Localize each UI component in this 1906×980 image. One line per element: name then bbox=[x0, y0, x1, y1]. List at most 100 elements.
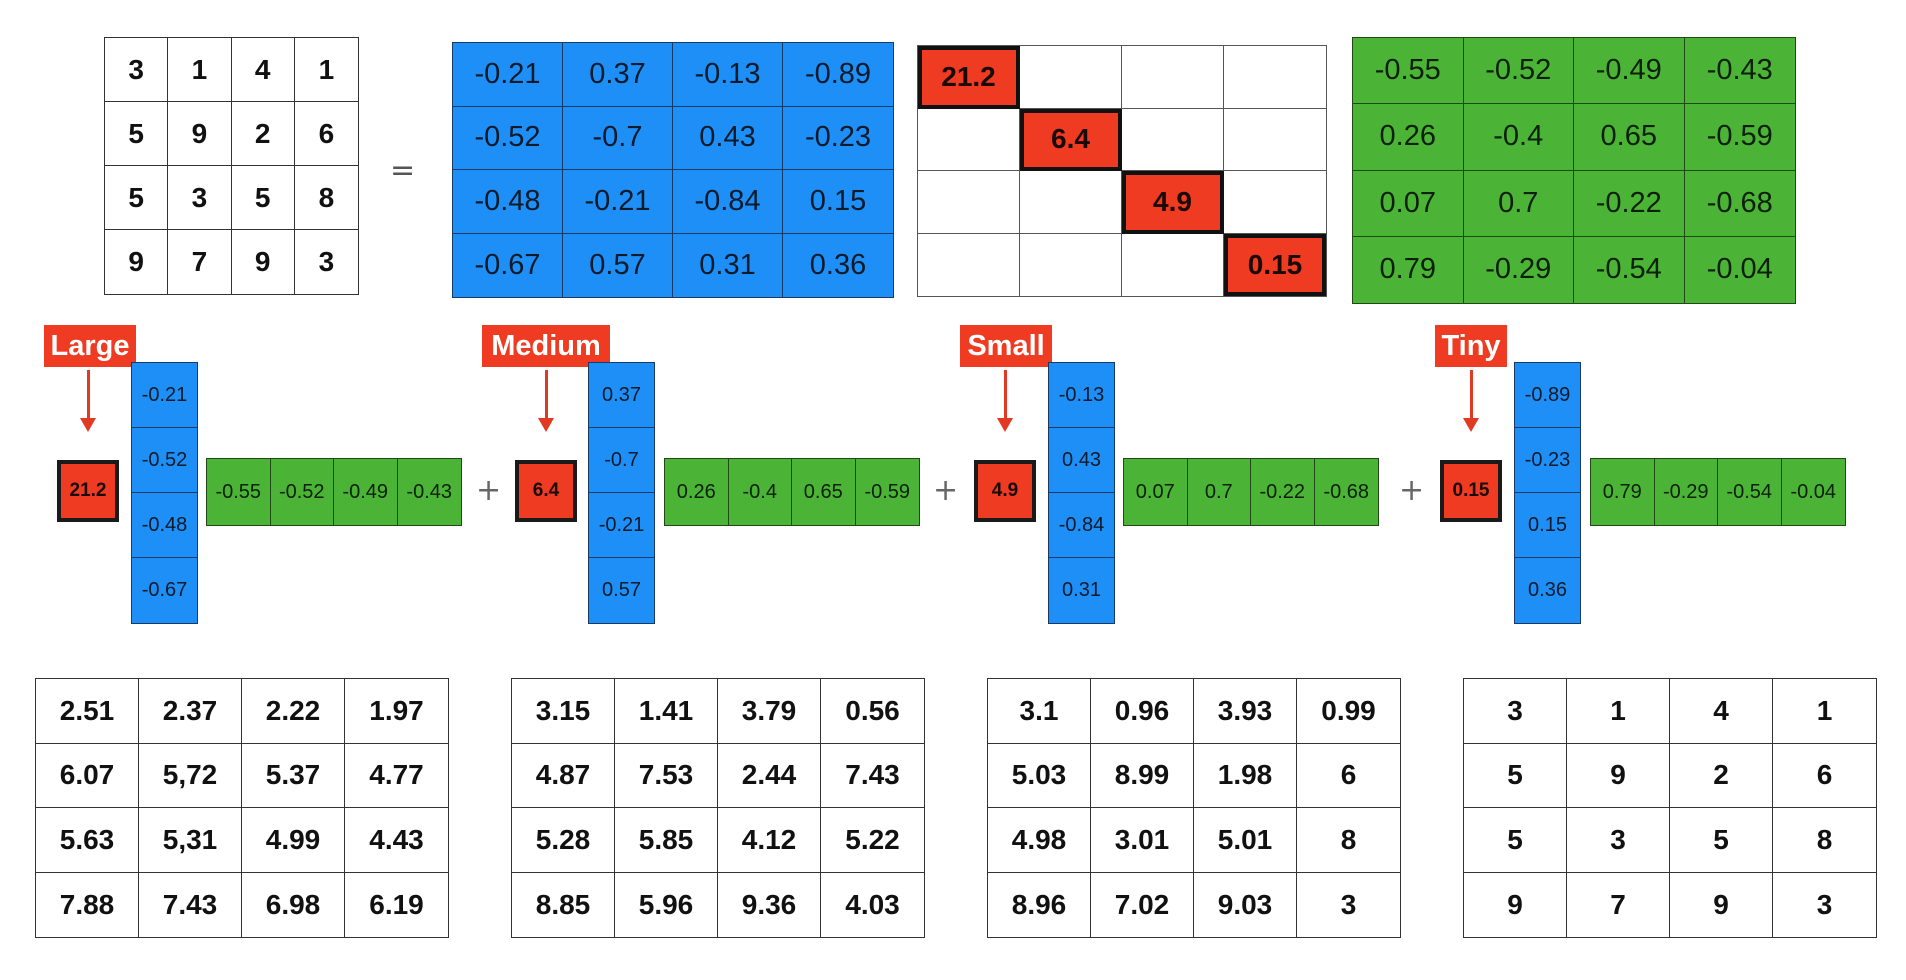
matrix-cell: 1.97 bbox=[345, 679, 448, 744]
matrix-cell: 7.43 bbox=[821, 744, 924, 808]
u-cell: -0.21 bbox=[453, 43, 563, 107]
u-cell: 0.31 bbox=[673, 233, 783, 297]
matrix-cell: 6.19 bbox=[369, 888, 424, 920]
u-cell: -0.23 bbox=[783, 107, 893, 170]
matrix-cell: 3 bbox=[1464, 679, 1567, 744]
v-vector-cell: -0.55 bbox=[207, 459, 271, 525]
matrix-cell: 7.02 bbox=[1091, 872, 1194, 937]
singular-value-cell: 21.2 bbox=[918, 46, 1020, 109]
arrow-down-icon bbox=[538, 418, 554, 432]
magnitude-label: Large bbox=[44, 325, 136, 367]
v-vector-cell: -0.68 bbox=[1323, 480, 1370, 503]
vt-cell: -0.55 bbox=[1353, 38, 1464, 105]
matrix-cell: 1 bbox=[168, 38, 232, 102]
matrix-cell: 7.43 bbox=[139, 872, 242, 937]
plus-sign: + bbox=[933, 473, 959, 508]
u-cell: -0.52 bbox=[453, 106, 563, 170]
u-cell: 0.43 bbox=[673, 106, 783, 170]
vt-cell: -0.22 bbox=[1574, 170, 1685, 237]
arrow-down-icon bbox=[997, 418, 1013, 432]
empty-cell bbox=[1224, 109, 1326, 171]
matrix-cell: 9.36 bbox=[718, 872, 821, 937]
arrow-line bbox=[1004, 370, 1007, 419]
u-vector-cell: 0.57 bbox=[602, 579, 641, 601]
empty-cell bbox=[1020, 171, 1122, 234]
matrix-cell: 8.99 bbox=[1091, 743, 1194, 808]
matrix-cell: 5,31 bbox=[139, 808, 242, 873]
matrix-cell: 9 bbox=[1670, 872, 1773, 937]
matrix-cell: 5,72 bbox=[139, 743, 242, 808]
matrix-cell: 6 bbox=[1773, 744, 1876, 808]
matrix-cell: 1.41 bbox=[615, 679, 718, 744]
v-vector-cell: 0.7 bbox=[1188, 459, 1251, 525]
matrix-cell: 2.44 bbox=[718, 743, 821, 808]
v-vector-cell: 0.26 bbox=[665, 459, 729, 525]
u-vector-cell: -0.48 bbox=[132, 493, 197, 558]
singular-value-box: 4.9 bbox=[974, 460, 1036, 522]
u-vector-cell: -0.21 bbox=[132, 363, 197, 428]
empty-cell bbox=[1020, 233, 1122, 296]
v-vector-cell: -0.54 bbox=[1718, 459, 1782, 525]
partial-sum-matrix: 3.1 0.96 3.93 0.99 5.03 8.99 1.98 6 4.98 3.01 5.01… bbox=[987, 678, 1401, 938]
empty-cell bbox=[1122, 233, 1224, 296]
matrix-cell: 5.22 bbox=[821, 808, 924, 873]
u-vector-cell: 0.43 bbox=[1049, 428, 1114, 493]
matrix-cell: 4.03 bbox=[845, 888, 900, 920]
vt-cell: -0.52 bbox=[1463, 38, 1574, 105]
u-vector-cell: -0.7 bbox=[589, 428, 654, 493]
matrix-cell: 9 bbox=[232, 230, 295, 294]
matrix-cell: 6.07 bbox=[36, 743, 139, 808]
u-cell: -0.13 bbox=[673, 43, 783, 107]
v-row-vector: 0.07 0.7 -0.22 -0.68 bbox=[1123, 458, 1379, 526]
partial-sum-matrix: 2.51 2.37 2.22 1.97 6.07 5,72 5.37 4.77 5.63 5,31… bbox=[35, 678, 449, 938]
u-column-vector: -0.13 0.43 -0.84 0.31 bbox=[1048, 362, 1115, 624]
u-cell: 0.37 bbox=[563, 43, 673, 107]
u-vector-cell: 0.36 bbox=[1528, 579, 1567, 601]
matrix-cell: 3.93 bbox=[1194, 679, 1297, 744]
arrow-down-icon bbox=[1463, 418, 1479, 432]
u-vector-cell: -0.23 bbox=[1515, 428, 1580, 493]
vt-cell: 0.26 bbox=[1353, 104, 1464, 171]
u-vector-cell: -0.13 bbox=[1049, 363, 1114, 428]
matrix-cell: 5 bbox=[1670, 808, 1773, 873]
plus-sign: + bbox=[476, 473, 502, 508]
matrix-cell: 5 bbox=[105, 166, 169, 230]
matrix-cell: 5.01 bbox=[1194, 808, 1297, 873]
equals-sign: = bbox=[390, 153, 416, 188]
matrix-cell: 1 bbox=[1567, 679, 1670, 744]
matrix-cell: 5.85 bbox=[615, 808, 718, 873]
matrix-cell: 4.12 bbox=[718, 808, 821, 873]
matrix-cell: 1 bbox=[294, 38, 358, 102]
matrix-cell: 4.98 bbox=[988, 808, 1091, 873]
matrix-cell: 5 bbox=[1464, 743, 1567, 808]
singular-value-box: 0.15 bbox=[1440, 460, 1502, 522]
vt-cell: 0.65 bbox=[1574, 104, 1685, 171]
v-vector-cell: -0.59 bbox=[864, 480, 911, 503]
v-row-vector: 0.79 -0.29 -0.54 -0.04 bbox=[1590, 458, 1846, 526]
matrix-cell: 9 bbox=[105, 230, 169, 294]
matrix-cell: 9 bbox=[1567, 743, 1670, 808]
singular-value-box: 6.4 bbox=[515, 460, 577, 522]
matrix-cell: 2 bbox=[231, 102, 295, 166]
matrix-cell: 0.96 bbox=[1091, 679, 1194, 744]
matrix-cell: 4.43 bbox=[345, 808, 448, 873]
magnitude-label: Tiny bbox=[1435, 325, 1507, 367]
matrix-cell: 4.87 bbox=[512, 743, 615, 808]
matrix-cell: 8.85 bbox=[512, 872, 615, 937]
u-vector-cell: -0.67 bbox=[141, 579, 188, 601]
singular-value-cell: 4.9 bbox=[1122, 171, 1224, 234]
matrix-cell: 3.15 bbox=[512, 679, 615, 744]
matrix-cell: 8 bbox=[294, 166, 358, 230]
matrix-cell: 4 bbox=[1670, 679, 1773, 744]
v-vector-cell: -0.4 bbox=[729, 459, 792, 525]
sigma-diagonal-matrix: 21.2 6.4 4.9 0.15 bbox=[917, 45, 1327, 297]
vt-cell: 0.7 bbox=[1463, 170, 1574, 237]
matrix-cell: 5.03 bbox=[988, 743, 1091, 808]
empty-cell bbox=[1224, 46, 1326, 109]
u-cell: -0.84 bbox=[673, 170, 783, 234]
vt-cell: -0.04 bbox=[1706, 253, 1773, 286]
matrix-cell: 8.96 bbox=[988, 872, 1091, 937]
matrix-cell: 5.96 bbox=[615, 872, 718, 937]
